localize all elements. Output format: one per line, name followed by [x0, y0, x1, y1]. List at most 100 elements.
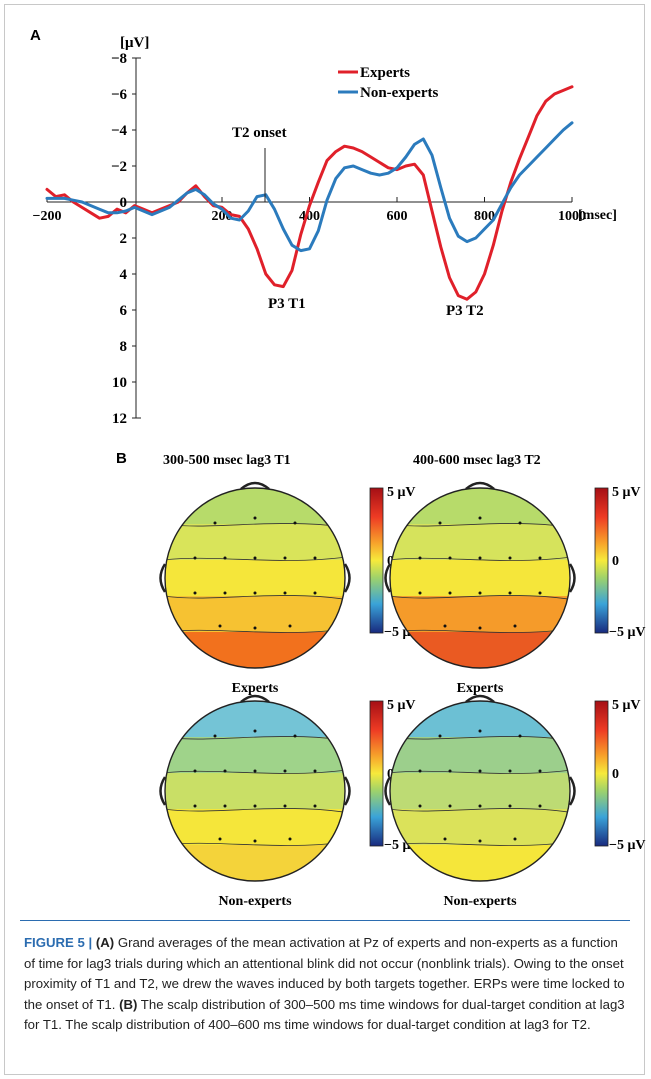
- electrode-dot: [518, 521, 522, 525]
- caption-figure-label: FIGURE 5 |: [24, 935, 96, 950]
- scalp-map: Experts 5 μV 0 −5 μV: [384, 481, 646, 696]
- scalp-map-label: Experts: [232, 681, 279, 696]
- electrode-dot: [213, 734, 217, 738]
- electrode-dot: [418, 591, 422, 595]
- nose-mark: [465, 481, 495, 490]
- colorbar-min-label: −5 μV: [609, 838, 646, 853]
- x-tick-label: 600: [387, 209, 408, 224]
- scalp-color-band: [390, 560, 570, 597]
- contour-line: [165, 595, 345, 600]
- contour-line: [165, 808, 345, 813]
- colorbar: [594, 487, 609, 634]
- series-line-experts: [45, 85, 574, 301]
- electrode-dot: [418, 556, 422, 560]
- nose-mark: [465, 694, 495, 703]
- scalp-map-label: Non-experts: [443, 894, 517, 909]
- annotation-t2-onset: T2 onset: [232, 125, 287, 141]
- right-ear-mark: [568, 563, 576, 593]
- colorbar: [369, 700, 384, 847]
- electrode-dot: [218, 624, 222, 628]
- x-tick-label: 1000: [558, 209, 586, 224]
- electrode-dot: [223, 591, 227, 595]
- electrode-dot: [313, 769, 317, 773]
- electrode-dot: [253, 556, 257, 560]
- x-tick-label: −200: [33, 209, 62, 224]
- scalp-color-band: [390, 524, 570, 561]
- map-column-title-t1: 300-500 msec lag3 T1: [163, 453, 291, 468]
- electrode-dot: [283, 804, 287, 808]
- map-column-title-t2: 400-600 msec lag3 T2: [413, 453, 541, 468]
- annotation-p3-t1: P3 T1: [268, 296, 306, 312]
- contour-line: [390, 808, 570, 813]
- electrode-dot: [443, 837, 447, 841]
- y-tick-labels: −8 −6 −4 −2 0 2 4 6 8 10 12: [111, 51, 136, 427]
- panel-a-letter: A: [30, 27, 41, 44]
- colorbar: [369, 487, 384, 634]
- x-axis-unit: [msec]: [578, 208, 617, 223]
- electrode-dot: [313, 556, 317, 560]
- left-ear-mark: [159, 563, 167, 593]
- caption-a-ref: (A): [95, 935, 115, 950]
- colorbar: [594, 700, 609, 847]
- figure-caption: FIGURE 5 | (A) Grand averages of the mea…: [20, 920, 630, 1065]
- electrode-dot: [253, 804, 257, 808]
- electrode-dot: [193, 556, 197, 560]
- electrode-dot: [288, 624, 292, 628]
- electrode-dot: [438, 734, 442, 738]
- x-tick-label: 400: [299, 209, 320, 224]
- electrode-dot: [518, 734, 522, 738]
- scalp-outline: [164, 487, 346, 669]
- electrode-dot: [313, 591, 317, 595]
- electrode-dot: [253, 769, 257, 773]
- electrode-dot: [513, 624, 517, 628]
- left-ear-mark: [159, 776, 167, 806]
- caption-b-text: The scalp distribution of 300–500 ms tim…: [24, 996, 625, 1033]
- series-line-non-experts: [45, 121, 574, 253]
- electrode-dot: [418, 804, 422, 808]
- y-tick-label: −8: [111, 51, 127, 67]
- y-axis-unit: [μV]: [120, 35, 149, 51]
- electrode-dot: [253, 516, 257, 520]
- electrode-dot: [478, 804, 482, 808]
- electrode-dot: [283, 591, 287, 595]
- electrode-dot: [213, 521, 217, 525]
- electrode-dot: [478, 626, 482, 630]
- y-tick-label: 2: [120, 231, 128, 247]
- left-ear-mark: [384, 776, 392, 806]
- contour-line: [390, 769, 570, 774]
- colorbar-min-label: −5 μV: [609, 625, 646, 640]
- y-tick-label: 0: [120, 195, 128, 211]
- scalp-color-band: [390, 737, 570, 774]
- contour-line: [390, 595, 570, 600]
- contour-line: [165, 556, 345, 561]
- colorbar-max-label: 5 μV: [387, 485, 416, 500]
- scalp-color-band: [165, 524, 345, 561]
- erp-lines: [45, 85, 574, 301]
- y-tick-label: −6: [111, 87, 128, 103]
- electrode-dot: [448, 591, 452, 595]
- x-tick-label: 800: [474, 209, 495, 224]
- legend-label-non-experts: Non-experts: [360, 85, 438, 101]
- nose-mark: [240, 694, 270, 703]
- electrode-dot: [448, 804, 452, 808]
- panel-b-letter: B: [116, 450, 127, 467]
- caption-b-ref: (B): [119, 996, 138, 1012]
- electrode-dot: [218, 837, 222, 841]
- electrode-dot: [478, 591, 482, 595]
- electrode-dot: [448, 556, 452, 560]
- electrode-dot: [293, 734, 297, 738]
- electrode-dot: [478, 556, 482, 560]
- electrode-dot: [508, 556, 512, 560]
- scalp-color-band: [165, 845, 345, 881]
- colorbar-max-label: 5 μV: [612, 698, 641, 713]
- colorbar-mid-label: 0: [612, 554, 619, 569]
- electrode-dot: [508, 769, 512, 773]
- right-ear-mark: [568, 776, 576, 806]
- y-tick-label: 8: [120, 339, 128, 355]
- scalp-outline: [389, 700, 571, 882]
- electrode-dot: [313, 804, 317, 808]
